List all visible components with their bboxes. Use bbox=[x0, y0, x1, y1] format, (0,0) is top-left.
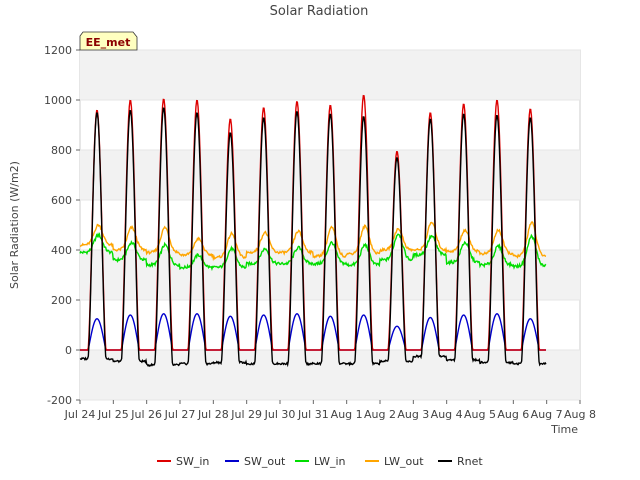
background-bands bbox=[80, 50, 580, 400]
y-tick-label-2: 200 bbox=[51, 294, 72, 307]
chart-title: Solar Radiation bbox=[270, 4, 369, 19]
y-axis: -200 0 200 400 600 800 1000 1200 bbox=[44, 44, 80, 407]
series-layer bbox=[79, 94, 547, 368]
legend-label-lw-out: LW_out bbox=[384, 455, 424, 468]
band-0 bbox=[80, 50, 580, 100]
y-tick-label-5: 800 bbox=[51, 144, 72, 157]
band-1 bbox=[80, 150, 580, 200]
x-tick-label-2: Jul 26 bbox=[130, 408, 162, 421]
x-tick-label-3: Jul 27 bbox=[164, 408, 196, 421]
x-tick-label-9: Aug 2 bbox=[364, 408, 396, 421]
band-3 bbox=[80, 350, 580, 400]
x-tick-label-6: Jul 30 bbox=[264, 408, 296, 421]
y-tick-label-0: -200 bbox=[47, 394, 72, 407]
x-tick-label-5: Jul 29 bbox=[230, 408, 262, 421]
x-axis-label: Time bbox=[550, 423, 578, 436]
legend-label-sw-in: SW_in bbox=[176, 455, 209, 468]
x-tick-label-10: Aug 3 bbox=[397, 408, 429, 421]
y-tick-label-6: 1000 bbox=[44, 94, 72, 107]
x-tick-label-13: Aug 6 bbox=[497, 408, 529, 421]
y-tick-label-1: 0 bbox=[65, 344, 72, 357]
x-axis: Jul 24 Jul 25 Jul 26 Jul 27 Jul 28 Jul 29 Jul … bbox=[64, 400, 596, 421]
site-badge-label: EE_met bbox=[86, 36, 131, 49]
x-tick-label-4: Jul 28 bbox=[197, 408, 229, 421]
band-2 bbox=[80, 250, 580, 300]
y-tick-label-7: 1200 bbox=[44, 44, 72, 57]
x-tick-label-7: Jul 31 bbox=[297, 408, 329, 421]
x-tick-label-11: Aug 4 bbox=[431, 408, 463, 421]
y-tick-label-3: 400 bbox=[51, 244, 72, 257]
legend-label-rnet: Rnet bbox=[457, 455, 483, 468]
x-tick-label-14: Aug 7 bbox=[531, 408, 563, 421]
x-tick-label-8: Aug 1 bbox=[331, 408, 363, 421]
legend-label-sw-out: SW_out bbox=[244, 455, 286, 468]
x-tick-label-0: Jul 24 bbox=[64, 408, 96, 421]
series-line-rnet bbox=[79, 107, 547, 368]
x-tick-label-15: Aug 8 bbox=[564, 408, 596, 421]
x-tick-label-1: Jul 25 bbox=[97, 408, 129, 421]
y-tick-label-4: 600 bbox=[51, 194, 72, 207]
legend: SW_in SW_out LW_in LW_out Rnet bbox=[157, 455, 483, 468]
x-tick-label-12: Aug 5 bbox=[464, 408, 496, 421]
y-axis-label: Solar Radiation (W/m2) bbox=[8, 161, 21, 289]
site-badge: EE_met bbox=[79, 31, 138, 51]
site-badge-box bbox=[79, 31, 138, 51]
legend-label-lw-in: LW_in bbox=[314, 455, 346, 468]
